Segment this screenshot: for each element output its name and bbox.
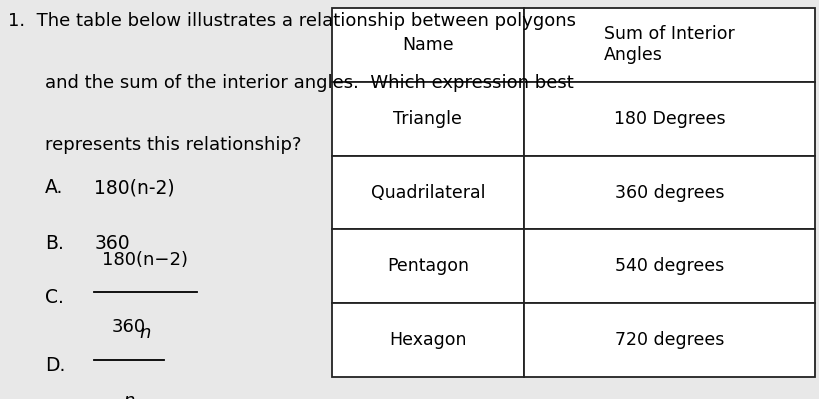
Text: 360: 360 (94, 234, 129, 253)
Text: C.: C. (45, 288, 64, 307)
Text: 180 Degrees: 180 Degrees (613, 110, 726, 128)
Text: B.: B. (45, 234, 64, 253)
Text: A.: A. (45, 178, 63, 197)
Text: 360 degrees: 360 degrees (615, 184, 724, 201)
Text: Name: Name (402, 36, 454, 54)
Text: 180(n-2): 180(n-2) (94, 178, 174, 197)
Text: 1.  The table below illustrates a relationship between polygons: 1. The table below illustrates a relatio… (8, 12, 577, 30)
Text: 720 degrees: 720 degrees (615, 331, 724, 349)
Text: 360: 360 (112, 318, 146, 336)
Text: Quadrilateral: Quadrilateral (371, 184, 485, 201)
Text: D.: D. (45, 356, 66, 375)
Text: 540 degrees: 540 degrees (615, 257, 724, 275)
Text: Sum of Interior
Angles: Sum of Interior Angles (604, 26, 735, 64)
Text: n: n (124, 392, 134, 399)
Text: 180(n−2): 180(n−2) (102, 251, 188, 269)
Text: Pentagon: Pentagon (387, 257, 469, 275)
Text: Triangle: Triangle (393, 110, 463, 128)
Text: represents this relationship?: represents this relationship? (45, 136, 301, 154)
Text: n: n (140, 324, 151, 342)
Text: and the sum of the interior angles.  Which expression best: and the sum of the interior angles. Whic… (45, 74, 574, 92)
Text: Hexagon: Hexagon (389, 331, 467, 349)
